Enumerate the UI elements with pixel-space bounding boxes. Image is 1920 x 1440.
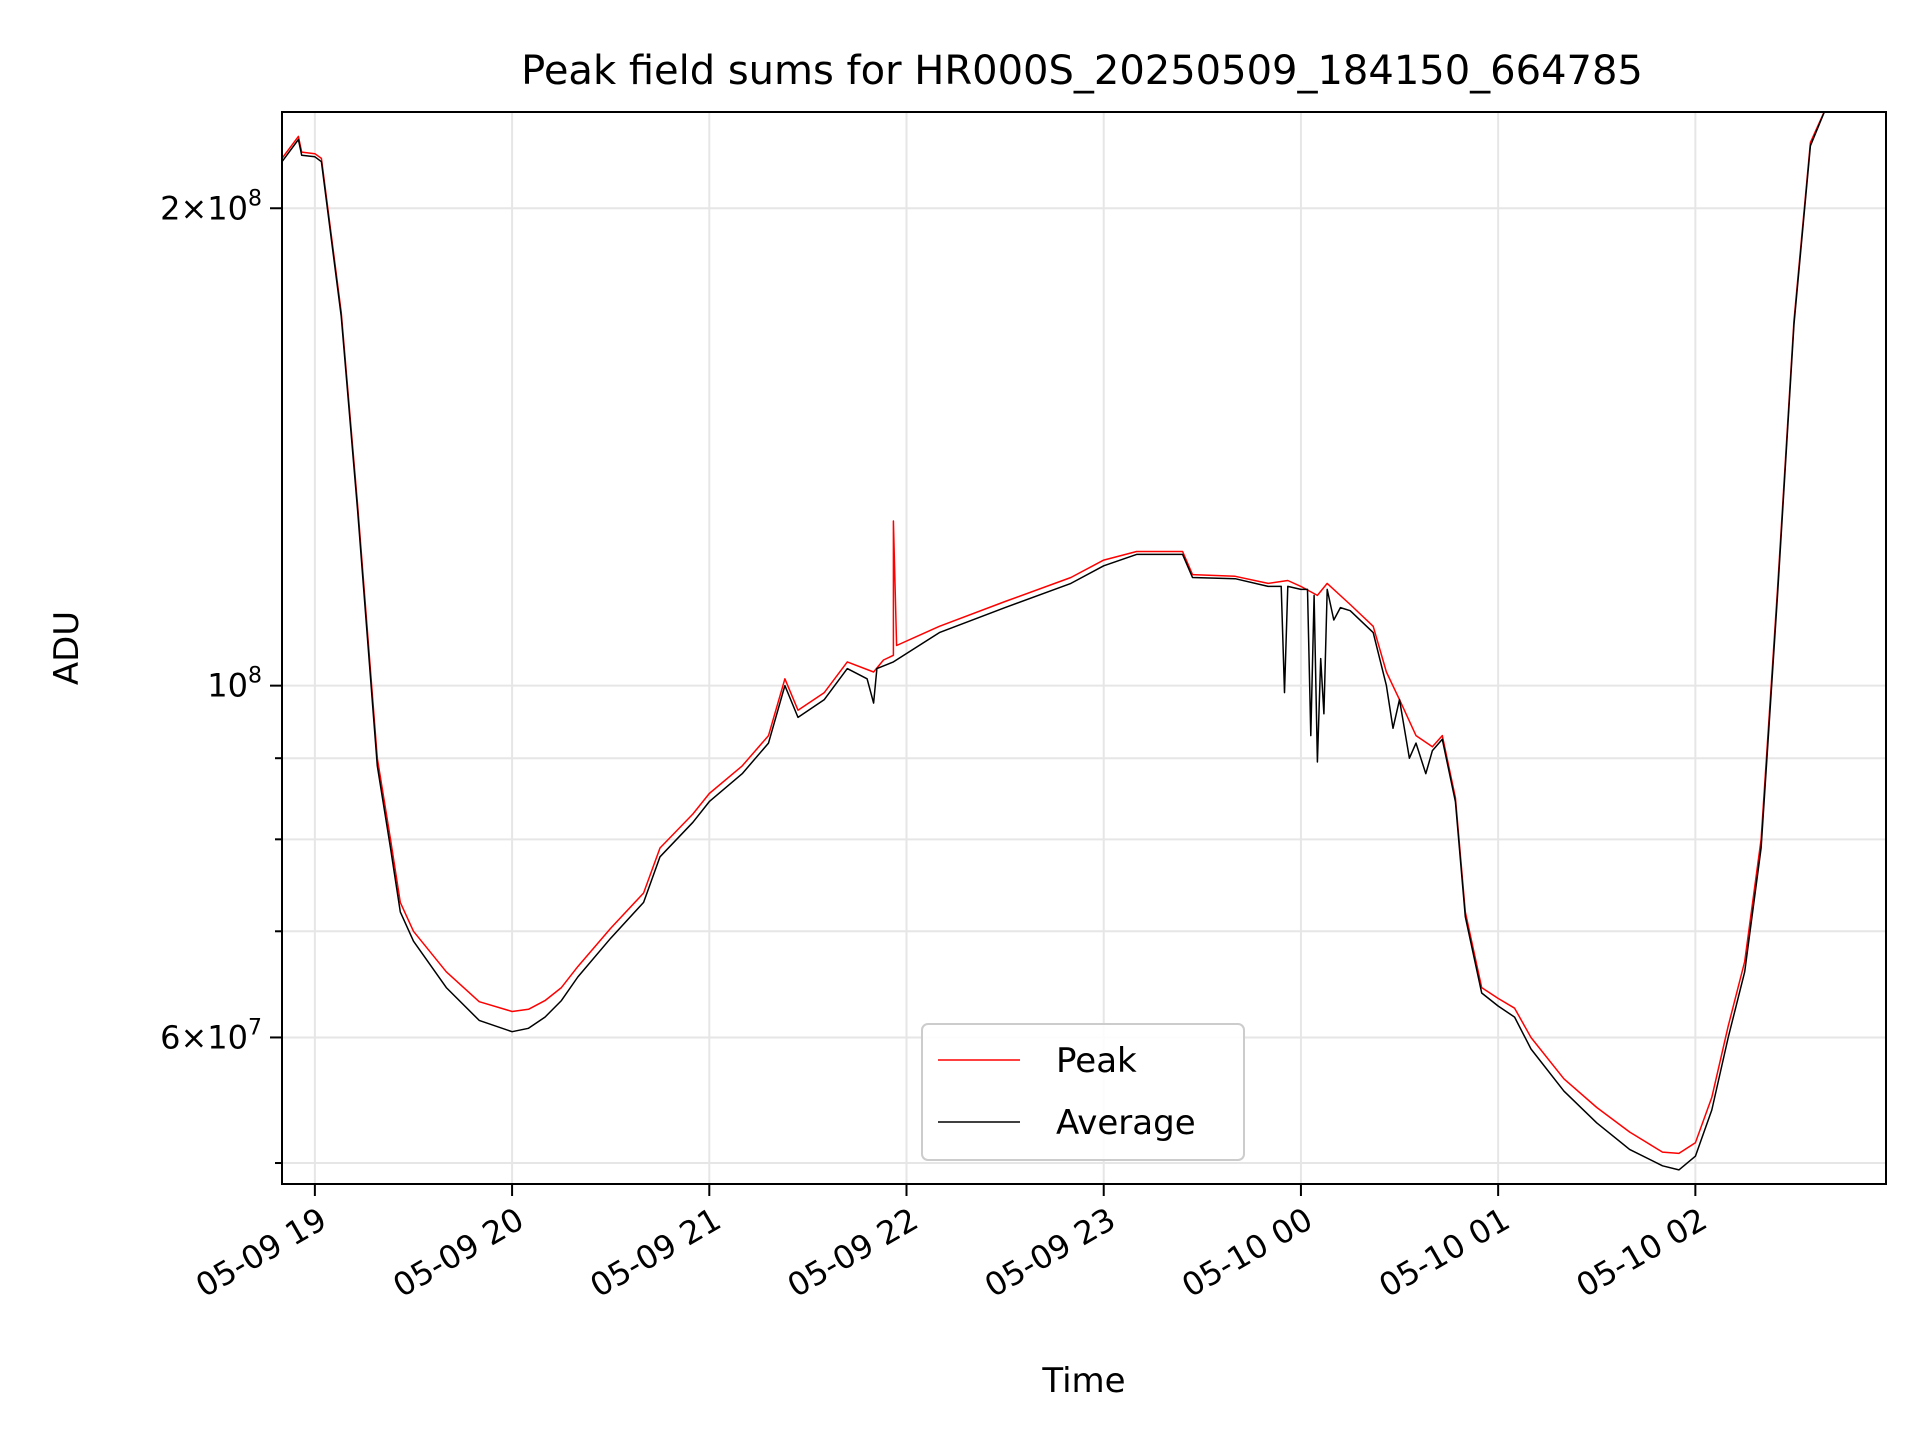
series-lines [282, 112, 1826, 1171]
legend: Peak Average [921, 1023, 1245, 1161]
y-axis-label: ADU [47, 611, 87, 685]
series-line-average [282, 112, 1826, 1171]
plot-area [281, 111, 1887, 1185]
y-tick-label: 108 [207, 664, 262, 705]
y-tick-label: 6×107 [160, 1015, 262, 1056]
series-line-peak [282, 112, 1825, 1155]
x-axis-label: Time [1041, 1361, 1125, 1401]
y-tick-label: 2×108 [160, 186, 262, 227]
plot-frame [281, 111, 1887, 1185]
legend-box [921, 1023, 1245, 1161]
legend-average-label: Average [1056, 1103, 1196, 1143]
chart-title: Peak field sums for HR000S_20250509_1841… [521, 48, 1643, 94]
plot-background [282, 112, 1886, 1184]
legend-peak-label: Peak [1056, 1041, 1137, 1081]
y-axis: 6×107 108 2×108 [160, 186, 282, 1165]
